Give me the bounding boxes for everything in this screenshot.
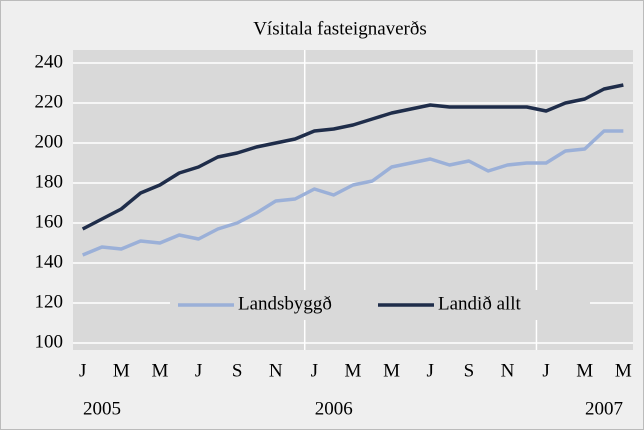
series-line <box>81 129 624 257</box>
y-tick-label: 140 <box>35 251 64 272</box>
x-tick-label: J <box>195 360 202 381</box>
x-tick-label: S <box>232 360 243 381</box>
x-tick-label: M <box>151 360 168 381</box>
series-line <box>81 83 624 231</box>
x-tick-label: J <box>79 360 86 381</box>
x-tick-label: M <box>345 360 362 381</box>
x-tick-label: M <box>383 360 400 381</box>
y-tick-label: 100 <box>35 331 64 352</box>
x-tick-label: J <box>311 360 318 381</box>
y-tick-label: 200 <box>35 131 64 152</box>
x-group-label: 2006 <box>315 398 353 419</box>
x-tick-label: N <box>269 360 283 381</box>
y-tick-label: 160 <box>35 211 64 232</box>
chart-title: Vísitala fasteignaverðs <box>253 18 427 39</box>
legend-label: Landsbyggð <box>238 293 332 314</box>
x-tick-label: M <box>615 360 632 381</box>
x-tick-label: J <box>427 360 434 381</box>
y-tick-label: 180 <box>35 171 64 192</box>
x-tick-label: M <box>576 360 593 381</box>
x-group-label: 2005 <box>83 398 121 419</box>
x-tick-label: J <box>542 360 549 381</box>
x-tick-label: M <box>113 360 130 381</box>
x-tick-label: S <box>464 360 475 381</box>
x-group-label: 2007 <box>585 398 623 419</box>
y-tick-label: 120 <box>35 291 64 312</box>
y-tick-label: 240 <box>35 51 64 72</box>
y-tick-label: 220 <box>35 91 64 112</box>
legend-label: Landið allt <box>438 293 522 314</box>
x-tick-label: N <box>501 360 515 381</box>
